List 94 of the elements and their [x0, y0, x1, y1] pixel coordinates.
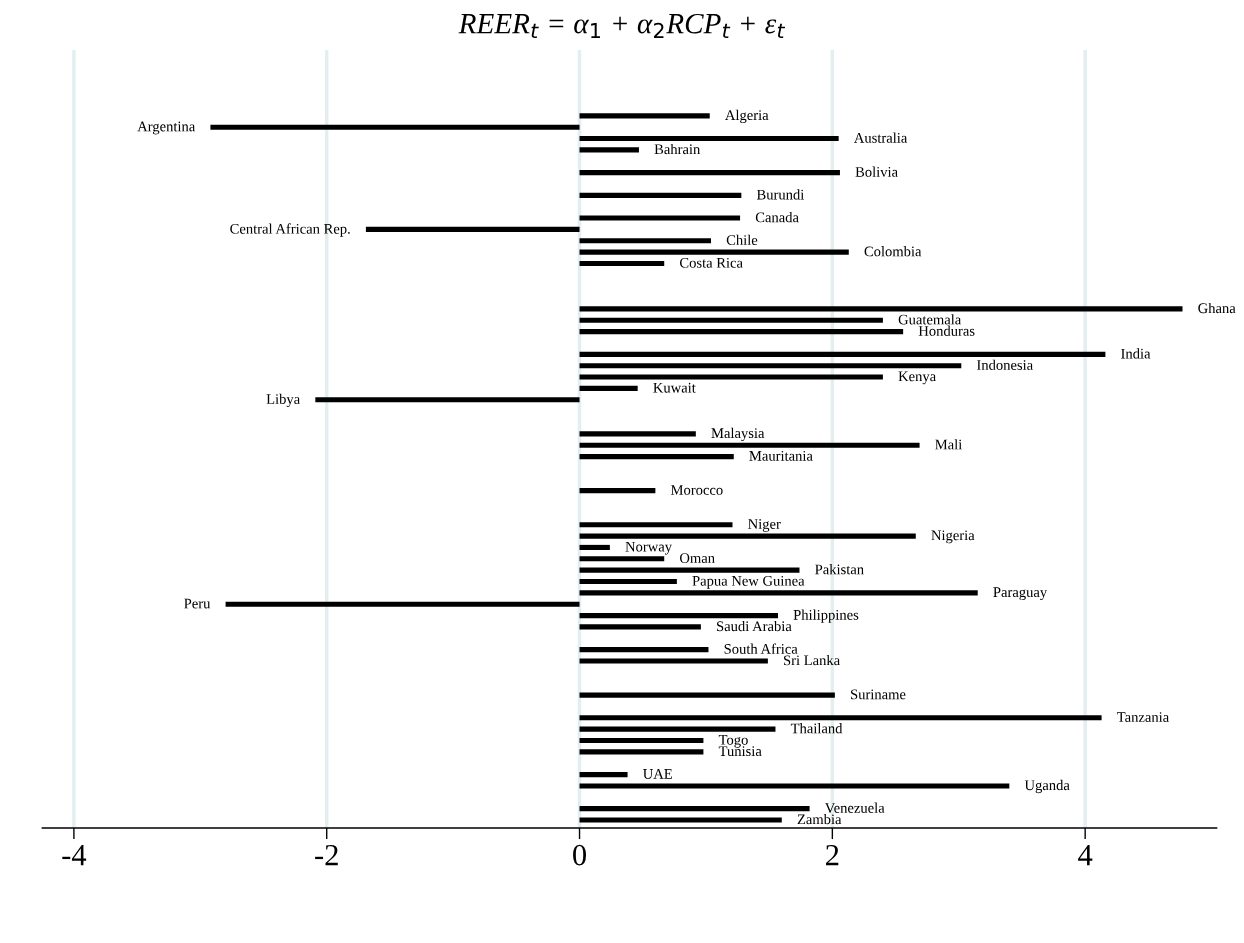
bar [579, 715, 1102, 721]
x-tick-label: -2 [315, 844, 338, 866]
bar [579, 260, 665, 267]
bar [579, 624, 701, 630]
bar [579, 317, 883, 323]
y-tick-label: Morocco [670, 485, 723, 495]
y-tick-label: Burundi [756, 189, 805, 200]
y-tick-label: Ghana [1198, 302, 1236, 314]
bar [579, 136, 839, 142]
y-tick-label: India [1121, 348, 1151, 359]
y-tick-label: Central African Rep. [230, 223, 350, 237]
y-tick-label: Indonesia [976, 359, 1033, 370]
y-tick-label: Paraguay [993, 587, 1048, 601]
bar [579, 442, 920, 448]
y-tick-label: Chile [726, 234, 758, 245]
y-tick-label: Canada [755, 212, 799, 223]
bar [579, 454, 734, 460]
y-tick-label: Mauritania [749, 450, 813, 461]
bar [579, 726, 776, 732]
bar [579, 522, 733, 528]
y-tick-label: Zambia [797, 813, 842, 825]
x-tick-label: 4 [1078, 845, 1093, 866]
bar [579, 363, 962, 369]
y-tick-label: Philippines [793, 609, 859, 623]
bar [225, 601, 580, 607]
y-tick-label: Oman [679, 553, 715, 563]
bar [210, 124, 580, 130]
bar [579, 578, 677, 585]
y-tick-label: Sri Lanka [784, 654, 840, 666]
bar [579, 351, 1106, 357]
bar [579, 385, 638, 391]
bar [579, 658, 768, 664]
bar [579, 374, 883, 380]
bar [579, 692, 835, 698]
y-tick-label: Algeria [725, 109, 769, 124]
bar [579, 306, 1183, 312]
y-tick-label: Honduras [918, 325, 975, 336]
bar [579, 249, 849, 255]
y-tick-label: South Africa [724, 643, 798, 654]
y-tick-label: Tunisia [718, 746, 762, 757]
bar [579, 806, 810, 812]
y-tick-label: Pakistan [815, 564, 864, 575]
bar [579, 556, 665, 562]
y-tick-label: Kenya [898, 371, 936, 385]
chart-title: REER$_{t}$ = α$_{1}$ + α$_{2}$RCP$_{t}$ + ε$_{t}$ [458, 13, 786, 38]
bar [579, 431, 696, 437]
bar [579, 590, 978, 596]
y-tick-label: Guatemala [898, 314, 962, 325]
y-tick-label: Suriname [851, 689, 906, 700]
y-tick-label: Uganda [1024, 779, 1070, 794]
x-tick-label: -4 [62, 845, 87, 866]
y-tick-label: Mali [935, 439, 963, 450]
y-tick-label: Bolivia [855, 166, 898, 177]
bar [579, 772, 628, 778]
bar [579, 749, 704, 755]
y-tick-label: Tanzania [1117, 712, 1169, 723]
bar [579, 113, 710, 119]
y-tick-label: Norway [625, 541, 672, 555]
y-tick-label: Togo [718, 734, 748, 748]
bar [579, 488, 656, 494]
y-tick-label: Libya [266, 393, 300, 407]
bar [579, 329, 904, 335]
bar [579, 647, 709, 653]
y-tick-label: Colombia [864, 246, 922, 257]
x-tick-label: 2 [826, 844, 839, 866]
bar [365, 226, 580, 232]
bar [315, 397, 580, 403]
y-tick-label: Venezuela [824, 802, 885, 813]
bar [579, 817, 782, 823]
y-tick-label: Niger [748, 519, 781, 532]
y-tick-label: Nigeria [931, 530, 975, 544]
y-tick-label: Argentina [137, 121, 196, 135]
bar [579, 192, 742, 198]
x-tick-label: 0 [573, 844, 587, 866]
y-tick-label: Bahrain [654, 143, 701, 155]
y-tick-label: Papua New Guinea [692, 575, 805, 589]
bar [579, 238, 711, 244]
bar [579, 215, 741, 221]
y-tick-label: Peru [184, 598, 211, 609]
y-tick-label: UAE [643, 769, 672, 779]
y-tick-label: Australia [853, 132, 908, 143]
bar [579, 567, 800, 573]
y-tick-label: Malaysia [711, 427, 765, 442]
y-tick-label: Saudi Arabia [717, 620, 792, 632]
y-tick-label: Costa Rica [679, 257, 743, 268]
bar [579, 544, 610, 550]
y-tick-label: Kuwait [653, 382, 696, 393]
bar [579, 737, 704, 744]
bar [579, 147, 639, 153]
y-tick-label: Thailand [790, 723, 843, 734]
bar [579, 783, 1010, 789]
bar [579, 533, 916, 539]
bar [579, 170, 840, 176]
bar [579, 613, 778, 619]
